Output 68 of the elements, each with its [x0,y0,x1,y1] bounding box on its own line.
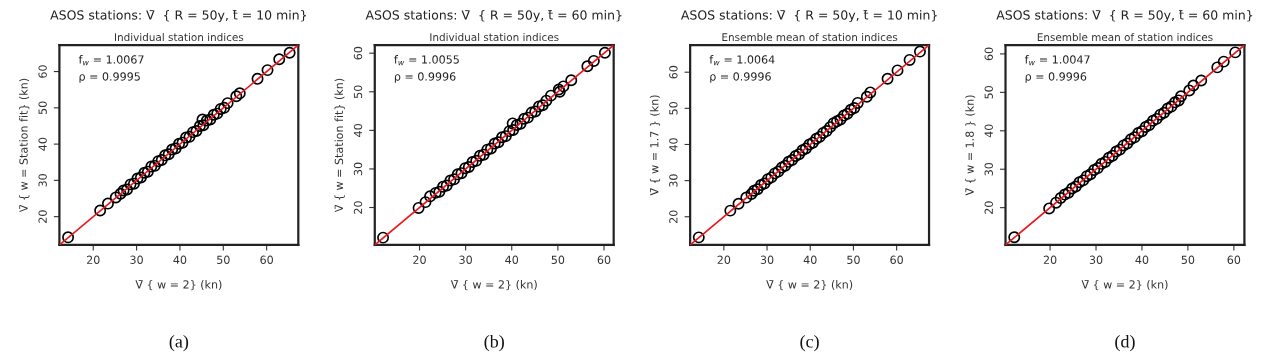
x-tick-label: 40 [803,255,817,264]
chart-title: ASOS stations: V̄ { R = 50y, t̄ = 60 min} [365,10,622,23]
y-axis-title: V̄ { w = 1.7 } (kn) [649,95,661,196]
annotation: f$_{w}$ = 1.0055 [394,55,459,66]
x-tick-label: 20 [717,255,731,264]
annotation: ρ = 0.9996 [1025,72,1087,83]
chart-subtitle: Ensemble mean of station indices [1037,33,1213,42]
x-tick-label: 30 [459,255,472,264]
x-axis-title: V̄ { w = 2} (kn) [450,280,537,291]
x-tick-label: 20 [413,255,426,264]
annotation: ρ = 0.9996 [710,72,771,83]
x-tick-label: 50 [1181,255,1195,264]
x-tick-label: 30 [760,255,774,264]
annotation: f$_{w}$ = 1.0067 [78,55,144,66]
annotation: f$_{w}$ = 1.0064 [709,55,775,66]
y-tick-label: 20 [353,201,363,214]
y-tick-label: 60 [984,47,993,61]
x-tick-label: 60 [597,255,611,264]
x-axis-title: V̄ { w = 2} (kn) [1081,280,1168,291]
chart-title: ASOS stations: V̄ { R = 50y, t̄ = 10 min} [50,10,307,23]
y-tick-label: 50 [353,85,363,98]
y-axis-title: V̄ { w = Station fit} (kn) [334,78,345,213]
y-axis-title: V̄ { w = Station fit} (kn) [19,78,30,213]
x-tick-label: 50 [217,255,230,264]
x-tick-label: 20 [86,255,100,264]
y-tick-label: 40 [353,124,363,137]
annotation: ρ = 0.9996 [394,72,456,83]
y-tick-label: 60 [38,65,47,78]
y-tick-label: 30 [38,174,47,187]
y-tick-label: 50 [669,102,678,115]
y-tick-label: 40 [984,124,993,138]
x-axis-title: V̄ { w = 2} (kn) [135,280,222,291]
chart-subtitle: Ensemble mean of station indices [722,33,898,42]
x-tick-label: 60 [890,255,903,264]
chart-title: ASOS stations: V̄ { R = 50y, t̄ = 10 min} [680,10,937,23]
text: (d) [1115,334,1135,352]
text: (c) [800,334,819,352]
x-axis-title: V̄ { w = 2} (kn) [766,280,853,291]
y-tick-label: 30 [353,162,363,176]
y-tick-label: 30 [669,174,678,187]
y-tick-label: 20 [984,201,993,214]
y-tick-label: 40 [38,137,47,151]
y-tick-label: 20 [669,210,678,224]
chart-title: ASOS stations: V̄ { R = 50y, t̄ = 60 min} [996,10,1253,23]
x-tick-label: 50 [551,255,565,264]
x-tick-label: 30 [130,255,143,264]
x-tick-label: 40 [1135,255,1149,264]
x-tick-label: 20 [1043,255,1057,264]
y-tick-label: 50 [38,101,47,115]
x-tick-label: 40 [173,255,187,264]
y-axis-title: V̄ { w = 1.8 } (kn) [965,95,976,196]
y-tick-label: 20 [38,210,47,223]
x-tick-label: 60 [260,255,273,264]
y-tick-label: 60 [353,46,363,60]
y-tick-label: 40 [669,138,678,151]
text: (b) [484,334,504,352]
y-tick-label: 50 [984,86,993,99]
annotation: ρ = 0.9995 [79,72,140,83]
x-tick-label: 40 [505,255,519,264]
y-tick-label: 60 [669,65,678,79]
x-tick-label: 30 [1089,255,1103,264]
y-tick-label: 30 [984,162,993,176]
chart-subtitle: Individual station indices [430,33,559,42]
x-tick-label: 50 [847,255,860,264]
text: (a) [169,334,189,352]
x-tick-label: 60 [1227,255,1241,264]
annotation: f$_{w}$ = 1.0047 [1024,55,1090,66]
chart-subtitle: Individual station indices [115,33,244,42]
